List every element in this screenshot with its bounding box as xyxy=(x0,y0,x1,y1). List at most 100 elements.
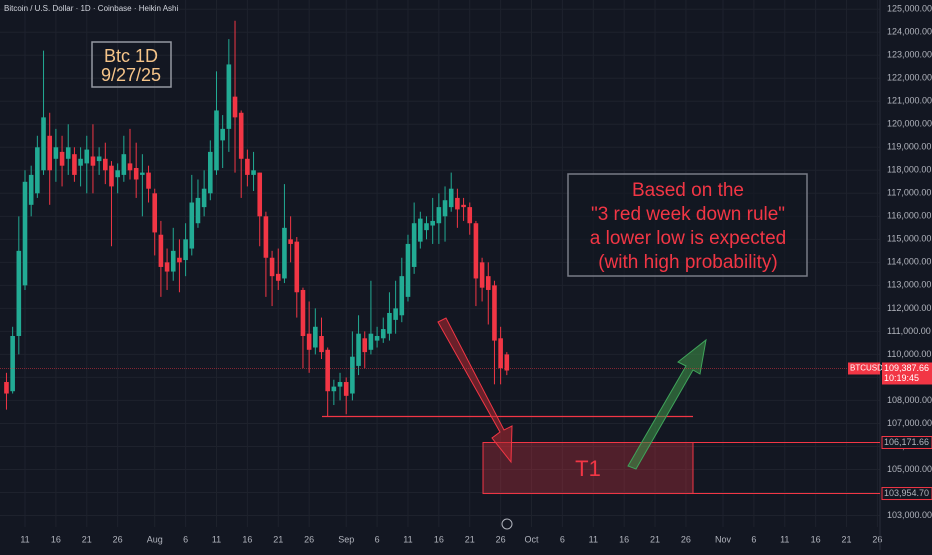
y-tick-label: 124,000.00 xyxy=(887,27,932,37)
candle-body xyxy=(448,188,454,208)
candle-body xyxy=(325,349,330,392)
candle-body xyxy=(28,174,34,205)
candle-body xyxy=(411,223,417,267)
candle-body xyxy=(121,154,127,175)
y-tick-label: 118,000.00 xyxy=(887,165,931,175)
candle-body xyxy=(115,170,120,178)
candle-body xyxy=(72,154,77,175)
candle-body xyxy=(84,149,90,164)
x-tick-label: Oct xyxy=(525,534,540,544)
candle-body xyxy=(473,223,479,279)
note-box xyxy=(91,41,172,88)
x-tick-label: 11 xyxy=(780,534,789,544)
candle-body xyxy=(214,110,219,171)
y-tick-label: 108,000.00 xyxy=(887,395,932,405)
candle-body xyxy=(257,172,263,217)
candle-body xyxy=(47,135,53,171)
candle-body xyxy=(343,382,349,396)
candle-body xyxy=(306,333,312,350)
candle-body xyxy=(195,197,201,224)
candle-body xyxy=(430,220,435,226)
x-tick-label: 6 xyxy=(560,534,565,544)
candle-body xyxy=(399,276,405,316)
y-tick-label: 114,000.00 xyxy=(887,257,931,267)
candle-body xyxy=(220,128,225,141)
down-arrow xyxy=(437,317,513,464)
target-label: T1 xyxy=(575,456,601,481)
candle-body xyxy=(35,147,40,194)
y-tick-label: 122,000.00 xyxy=(887,73,932,83)
candle-body xyxy=(405,243,411,297)
y-tick-label: 116,000.00 xyxy=(887,211,931,221)
x-tick-label: 21 xyxy=(465,534,475,544)
y-tick-label: 111,000.00 xyxy=(887,326,931,336)
candle-body xyxy=(442,200,448,217)
candle-body xyxy=(208,151,213,194)
x-tick-label: 11 xyxy=(20,534,29,544)
y-tick-label: 115,000.00 xyxy=(887,234,931,244)
candle-body xyxy=(127,163,133,171)
y-tick-label: 121,000.00 xyxy=(887,96,932,106)
candle-body xyxy=(226,64,232,129)
candle-body xyxy=(133,167,139,180)
x-tick-label: 16 xyxy=(51,534,61,544)
replay-icon[interactable] xyxy=(501,518,513,530)
annotation-line: (with high probability) xyxy=(598,252,778,273)
candle-body xyxy=(65,147,71,159)
candle-body xyxy=(96,156,102,162)
candle-body xyxy=(251,170,256,175)
candle-body xyxy=(498,338,503,369)
y-tick-label: 112,000.00 xyxy=(887,303,931,313)
y-tick-label: 120,000.00 xyxy=(887,119,932,129)
candle-body xyxy=(41,117,46,171)
candle-body xyxy=(158,234,164,267)
candle-body xyxy=(380,329,386,339)
y-tick-label: 125,000.00 xyxy=(887,4,932,14)
candle-body xyxy=(337,382,343,387)
candle-body xyxy=(152,193,158,233)
candle-body xyxy=(164,262,170,272)
y-tick-label: 123,000.00 xyxy=(887,50,932,60)
x-tick-label: 21 xyxy=(842,534,852,544)
candle-body xyxy=(10,335,15,392)
x-tick-label: 16 xyxy=(811,534,821,544)
x-tick-label: 6 xyxy=(375,534,380,544)
candle-body xyxy=(140,172,145,175)
candle-body xyxy=(263,216,269,258)
candle-body xyxy=(356,333,361,366)
candle-body xyxy=(201,188,207,208)
candle-body xyxy=(232,96,238,118)
level-label: 106,171.66 xyxy=(884,437,929,447)
x-tick-label: 16 xyxy=(619,534,629,544)
candle-body xyxy=(59,151,65,166)
candle-body xyxy=(103,158,108,171)
level-label: 103,954.70 xyxy=(884,488,929,498)
candle-body xyxy=(368,333,374,350)
candle-body xyxy=(331,386,337,392)
candle-body xyxy=(238,112,244,159)
candle-body xyxy=(90,156,96,166)
chart-title: Bitcoin / U.S. Dollar · 1D · Coinbase · … xyxy=(4,4,179,13)
candle-body xyxy=(387,312,392,334)
candle-body xyxy=(504,354,510,371)
candle-body xyxy=(177,257,182,263)
candle-body xyxy=(362,338,368,353)
x-tick-label: 16 xyxy=(434,534,444,544)
annotation-line: a lower low is expected xyxy=(590,228,786,249)
candle-body xyxy=(245,158,250,175)
x-tick-label: 6 xyxy=(183,534,188,544)
candle-body xyxy=(479,262,485,288)
candle-body xyxy=(269,257,275,277)
candle-body xyxy=(467,207,473,224)
level-tag xyxy=(881,436,932,450)
candle-body xyxy=(436,207,442,224)
candle-body xyxy=(53,147,59,159)
candle-body xyxy=(374,335,380,341)
x-tick-label: Aug xyxy=(147,534,163,544)
symbol-tag xyxy=(848,362,880,375)
candle-body xyxy=(319,335,324,353)
candle-body xyxy=(424,223,429,231)
x-tick-label: 26 xyxy=(681,534,691,544)
